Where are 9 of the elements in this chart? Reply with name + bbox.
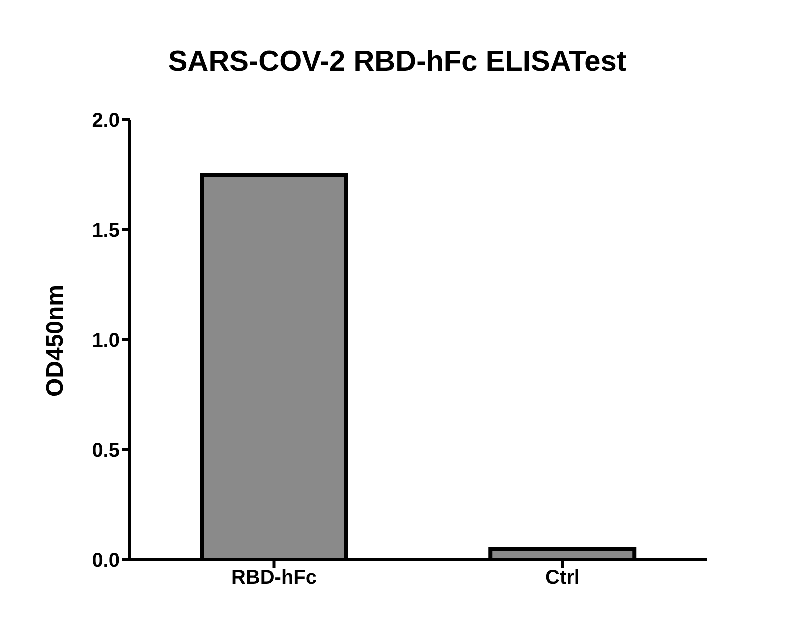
- y-axis-title: OD450nm: [42, 284, 70, 398]
- x-tick-label: Ctrl: [546, 567, 580, 590]
- x-tick-label: RBD-hFc: [231, 567, 318, 590]
- y-tick-label: 1.5: [92, 220, 120, 242]
- y-tick-label: 0.5: [92, 440, 120, 462]
- y-tick-label: 1.0: [92, 330, 120, 352]
- y-tick-label: 2.0: [92, 110, 120, 132]
- y-tick-label: 0.0: [92, 550, 120, 572]
- chart-title: SARS-COV-2 RBD-hFc ELISATest: [167, 46, 628, 79]
